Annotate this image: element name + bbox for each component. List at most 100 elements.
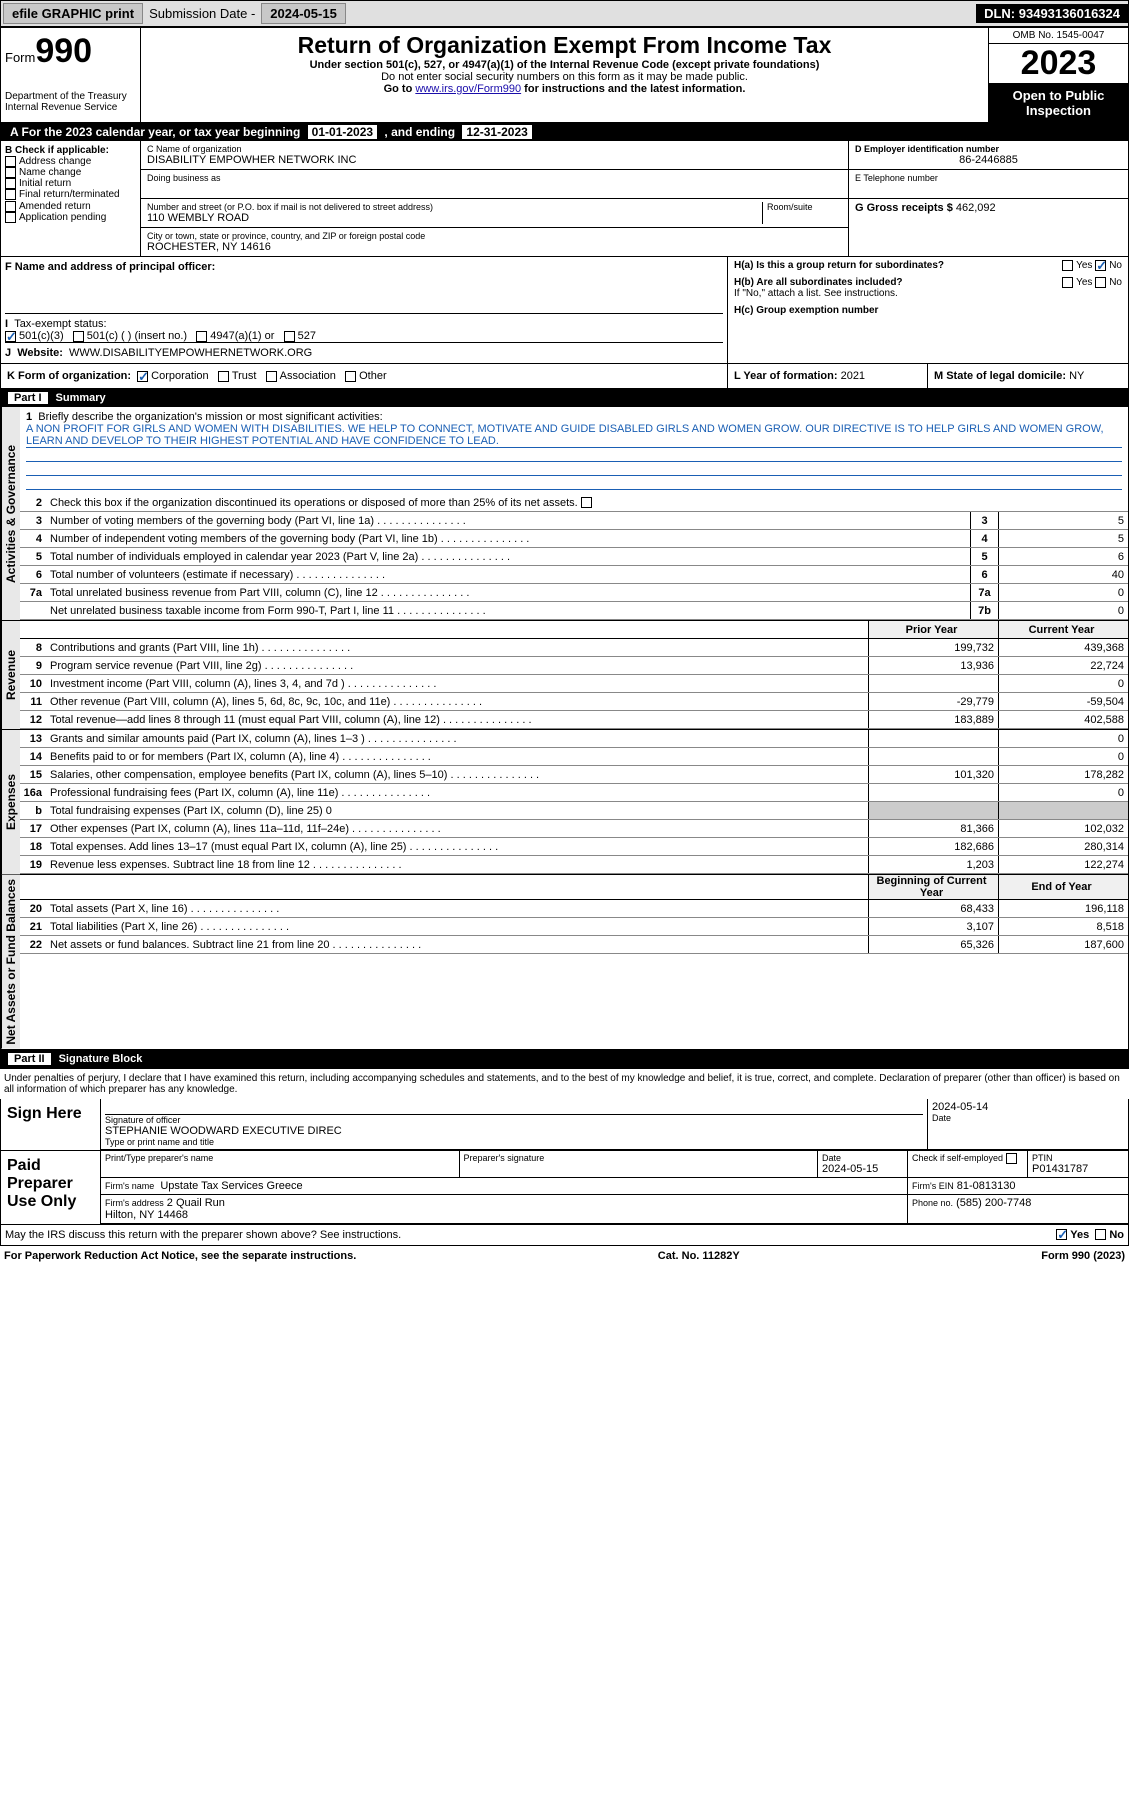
discuss-no[interactable]: [1095, 1229, 1106, 1240]
table-row: Total expenses. Add lines 13–17 (must eq…: [46, 839, 868, 855]
firm-city: Hilton, NY 14468: [105, 1209, 188, 1221]
line1-label: Briefly describe the organization's miss…: [38, 411, 382, 423]
ha-yes[interactable]: [1062, 260, 1073, 271]
summary-expenses: Expenses 13Grants and similar amounts pa…: [0, 730, 1129, 875]
table-row: Number of voting members of the governin…: [46, 513, 970, 529]
hc-group-exemption: H(c) Group exemption number: [728, 302, 1128, 319]
check-527[interactable]: [284, 331, 295, 342]
sig-date: 2024-05-14: [932, 1101, 1124, 1113]
table-row: Total number of individuals employed in …: [46, 549, 970, 565]
hb-yes[interactable]: [1062, 277, 1073, 288]
check-association[interactable]: [266, 371, 277, 382]
irs-link[interactable]: www.irs.gov/Form990: [415, 83, 521, 95]
tab-net-assets: Net Assets or Fund Balances: [1, 875, 20, 1049]
check-self-employed[interactable]: [1006, 1153, 1017, 1164]
l-formation: L Year of formation: 2021: [728, 364, 928, 388]
hb-no[interactable]: [1095, 277, 1106, 288]
firm-ein: 81-0813130: [957, 1180, 1016, 1192]
efile-print-button[interactable]: efile GRAPHIC print: [3, 3, 143, 24]
perjury-text: Under penalties of perjury, I declare th…: [0, 1068, 1129, 1099]
org-city: ROCHESTER, NY 14616: [147, 241, 842, 253]
summary-governance: Activities & Governance 1 Briefly descri…: [0, 407, 1129, 621]
col-prior-year: Prior Year: [868, 621, 998, 638]
m-domicile: M State of legal domicile: NY: [928, 364, 1128, 388]
sig-type-label: Type or print name and title: [105, 1137, 923, 1147]
sig-officer-label: Signature of officer: [105, 1115, 923, 1125]
table-row: Total assets (Part X, line 16): [46, 901, 868, 917]
prep-name-label: Print/Type preparer's name: [105, 1153, 455, 1163]
table-row: Revenue less expenses. Subtract line 18 …: [46, 857, 868, 873]
check-corporation[interactable]: [137, 371, 148, 382]
j-website-label: Website:: [17, 347, 63, 359]
form-header: Form990 Department of the Treasury Inter…: [0, 27, 1129, 123]
check-initial-return[interactable]: [5, 178, 16, 189]
top-bar: efile GRAPHIC print Submission Date - 20…: [0, 0, 1129, 27]
section-klm: K Form of organization: Corporation Trus…: [0, 364, 1129, 389]
dln-label: DLN: 93493136016324: [976, 4, 1128, 23]
ptin-label: PTIN: [1032, 1153, 1124, 1163]
submission-label: Submission Date -: [145, 6, 259, 21]
tab-governance: Activities & Governance: [1, 407, 20, 620]
table-row: Total liabilities (Part X, line 26): [46, 919, 868, 935]
check-4947[interactable]: [196, 331, 207, 342]
table-row: Investment income (Part VIII, column (A)…: [46, 676, 868, 692]
summary-net-assets: Net Assets or Fund Balances Beginning of…: [0, 875, 1129, 1050]
ptin-value: P01431787: [1032, 1163, 1124, 1175]
open-inspection: Open to Public Inspection: [989, 84, 1128, 122]
firm-ein-label: Firm's EIN: [912, 1181, 954, 1191]
firm-addr-label: Firm's address: [105, 1198, 164, 1208]
table-row: Grants and similar amounts paid (Part IX…: [46, 731, 868, 747]
ein-value: 86-2446885: [855, 154, 1122, 166]
firm-addr: 2 Quail Run: [167, 1197, 225, 1209]
part1-header: Part ISummary: [0, 389, 1129, 407]
page-footer: For Paperwork Reduction Act Notice, see …: [0, 1246, 1129, 1266]
sig-officer-name: STEPHANIE WOODWARD EXECUTIVE DIREC: [105, 1125, 923, 1137]
footer-right: Form 990 (2023): [1041, 1250, 1125, 1262]
discuss-row: May the IRS discuss this return with the…: [0, 1225, 1129, 1246]
table-row: Total fundraising expenses (Part IX, col…: [46, 803, 868, 819]
table-row: Total number of volunteers (estimate if …: [46, 567, 970, 583]
form-subtitle-3: Go to www.irs.gov/Form990 for instructio…: [145, 83, 984, 95]
discuss-yes[interactable]: [1056, 1229, 1067, 1240]
check-address-change[interactable]: [5, 156, 16, 167]
check-trust[interactable]: [218, 371, 229, 382]
submission-date-button[interactable]: 2024-05-15: [261, 3, 346, 24]
form-subtitle-2: Do not enter social security numbers on …: [145, 71, 984, 83]
table-row: Number of independent voting members of …: [46, 531, 970, 547]
check-amended-return[interactable]: [5, 201, 16, 212]
section-fhij: F Name and address of principal officer:…: [0, 257, 1129, 364]
check-final-return[interactable]: [5, 189, 16, 200]
website-value: WWW.DISABILITYEMPOWHERNETWORK.ORG: [69, 347, 312, 359]
check-501c[interactable]: [73, 331, 84, 342]
org-name: DISABILITY EMPOWHER NETWORK INC: [147, 154, 842, 166]
firm-name-label: Firm's name: [105, 1181, 154, 1191]
check-name-change[interactable]: [5, 167, 16, 178]
footer-left: For Paperwork Reduction Act Notice, see …: [4, 1250, 356, 1262]
summary-revenue: Revenue Prior YearCurrent Year 8Contribu…: [0, 621, 1129, 730]
line2-text: Check this box if the organization disco…: [46, 495, 1128, 511]
check-other[interactable]: [345, 371, 356, 382]
sign-here-section: Sign Here Signature of officer STEPHANIE…: [0, 1099, 1129, 1151]
check-se-label: Check if self-employed: [912, 1153, 1023, 1164]
col-current-year: Current Year: [998, 621, 1128, 638]
check-discontinued[interactable]: [581, 497, 592, 508]
dept-label: Department of the Treasury Internal Reve…: [5, 91, 136, 113]
table-row: Total revenue—add lines 8 through 11 (mu…: [46, 712, 868, 728]
sign-here-label: Sign Here: [1, 1099, 101, 1150]
tax-year: 2023: [989, 44, 1128, 84]
check-app-pending[interactable]: [5, 212, 16, 223]
check-501c3[interactable]: [5, 331, 16, 342]
tax-year-row: A For the 2023 calendar year, or tax yea…: [0, 123, 1129, 141]
paid-preparer-section: Paid Preparer Use Only Print/Type prepar…: [0, 1151, 1129, 1225]
footer-mid: Cat. No. 11282Y: [658, 1250, 740, 1262]
form-title: Return of Organization Exempt From Incom…: [145, 32, 984, 59]
table-row: Total unrelated business revenue from Pa…: [46, 585, 970, 601]
table-row: Net assets or fund balances. Subtract li…: [46, 937, 868, 953]
form-subtitle-1: Under section 501(c), 527, or 4947(a)(1)…: [145, 59, 984, 71]
firm-name: Upstate Tax Services Greece: [160, 1180, 302, 1192]
g-gross-label: G Gross receipts $: [855, 202, 953, 214]
i-tax-status-label: Tax-exempt status:: [14, 318, 106, 330]
table-row: Contributions and grants (Part VIII, lin…: [46, 640, 868, 656]
ha-no[interactable]: [1095, 260, 1106, 271]
k-label: K Form of organization:: [7, 370, 131, 382]
